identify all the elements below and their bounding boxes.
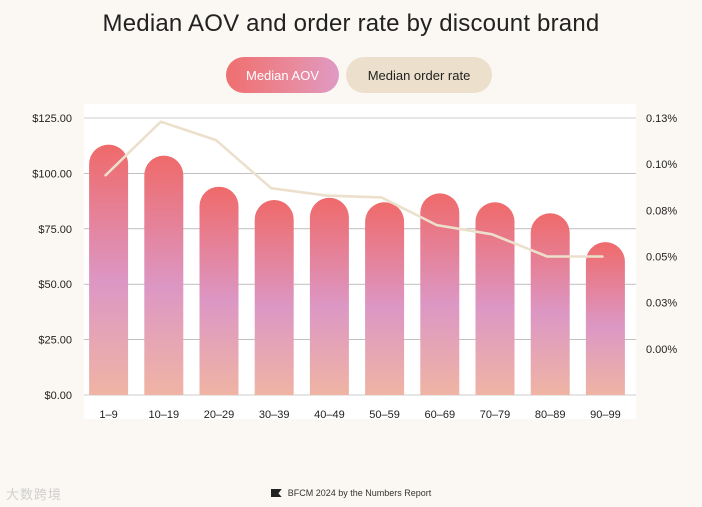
right-tick-label: 0.08% (646, 205, 677, 217)
legend-median-aov: Median AOV (226, 57, 339, 93)
legend-median-aov-label: Median AOV (246, 67, 319, 83)
left-tick-label: $100.00 (32, 168, 72, 180)
right-tick-label: 0.03% (646, 298, 677, 310)
bar-30–39 (254, 199, 294, 395)
order-rate-line (104, 120, 604, 258)
x-tick-label: 20–29 (204, 409, 235, 421)
bar-1–9 (89, 144, 129, 395)
right-tick-label: 0.13% (646, 113, 677, 125)
x-tick-label: 1–9 (99, 409, 117, 421)
x-tick-label: 50–59 (369, 409, 400, 421)
x-tick-label: 60–69 (425, 409, 456, 421)
x-tick-label: 40–49 (314, 409, 345, 421)
bar-series-median-aov (89, 144, 625, 395)
watermark: 大数跨境 (6, 487, 63, 502)
right-y-axis: 0.00% 0.03% 0.05% 0.08% 0.10% 0.13% (646, 113, 677, 356)
bar-40–49 (309, 197, 349, 395)
legend-median-order-rate-label: Median order rate (367, 67, 471, 83)
bar-10–19 (144, 155, 184, 395)
brand-flag-icon (270, 489, 282, 497)
left-y-axis: $0.00 $25.00 $50.00 $75.00 $100.00 $125.00 (32, 113, 72, 402)
bar-60–69 (420, 193, 460, 395)
legend-median-order-rate: Median order rate (346, 57, 492, 93)
x-tick-label: 10–19 (149, 409, 180, 421)
footer: BFCM 2024 by the Numbers Report (0, 488, 702, 498)
left-tick-label: $125.00 (32, 113, 72, 125)
right-tick-label: 0.00% (646, 344, 677, 356)
right-tick-label: 0.10% (646, 159, 677, 171)
left-tick-label: $75.00 (38, 224, 72, 236)
bar-50–59 (365, 202, 405, 395)
chart-title: Median AOV and order rate by discount br… (102, 10, 600, 37)
x-tick-label: 90–99 (590, 409, 621, 421)
right-tick-label: 0.05% (646, 252, 677, 264)
bar-80–89 (530, 213, 570, 395)
left-tick-label: $25.00 (38, 335, 72, 347)
x-tick-label: 70–79 (480, 409, 511, 421)
bar-70–79 (475, 202, 515, 395)
x-tick-label: 30–39 (259, 409, 290, 421)
left-tick-label: $0.00 (44, 390, 72, 402)
bar-90–99 (585, 242, 625, 395)
x-axis: 1–9 10–19 20–29 30–39 40–49 50–59 60–69 70–79 80… (99, 409, 620, 421)
footer-text: BFCM 2024 by the Numbers Report (287, 488, 432, 498)
x-tick-label: 80–89 (535, 409, 566, 421)
bar-20–29 (199, 186, 239, 395)
line-series-median-order-rate (104, 120, 604, 258)
left-tick-label: $50.00 (38, 279, 72, 291)
